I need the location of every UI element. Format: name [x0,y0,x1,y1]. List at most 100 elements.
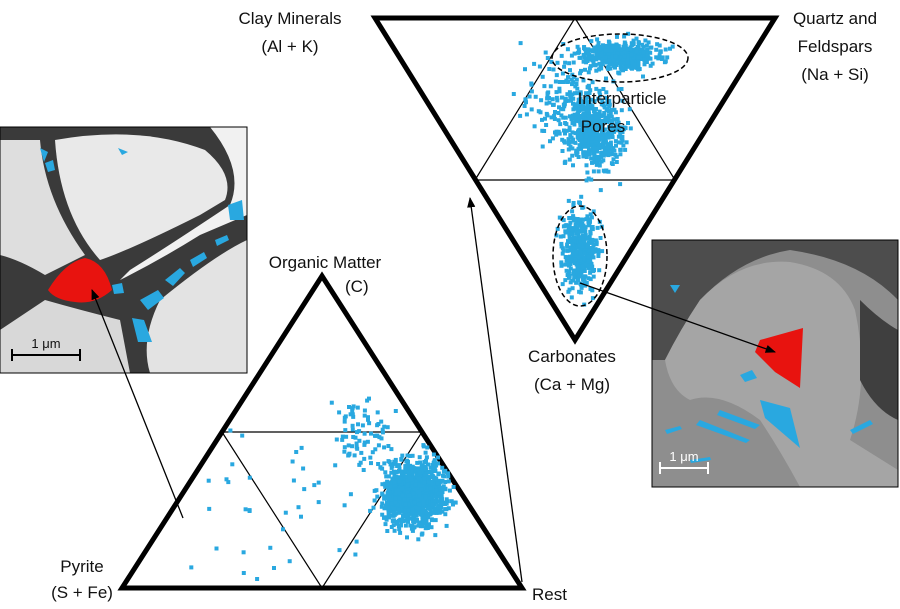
scatter-point [585,108,590,113]
scatter-point [347,405,351,409]
scatter-point [657,43,662,48]
scatter-point [558,122,563,127]
scatter-point [400,453,405,458]
scatter-point [584,280,589,285]
scatter-point [431,452,436,457]
scatter-point [397,496,402,501]
scatter-point [417,476,421,481]
scatter-point [412,500,417,505]
scatter-point [543,50,548,55]
scatter-point [607,125,612,130]
scatter-point [589,139,594,144]
scatter-point [597,47,602,52]
scatter-point [595,111,599,116]
scatter-point [566,147,571,152]
scatter-point [403,502,408,507]
scatter-point [394,470,399,475]
scatter-point [615,34,619,39]
scatter-point [302,487,307,492]
scatter-point [597,125,602,130]
scatter-point [607,58,612,63]
scatter-point [596,169,601,174]
scatter-point [630,66,634,71]
scatter-point [533,94,538,99]
scatter-point [435,494,440,498]
scatter-point [581,205,586,210]
scatter-point [389,501,394,506]
scatter-point [316,480,321,485]
scatter-point [543,116,547,121]
scatter-point [562,101,567,106]
scatter-point [614,143,618,148]
scatter-point [606,113,611,118]
scatter-point [401,480,406,485]
scatter-point [585,244,590,249]
scatter-point [436,461,440,466]
scatter-point [581,130,586,135]
scatter-point [663,47,668,52]
scatter-point [405,535,409,540]
scatter-point [586,141,591,146]
scatter-point [577,107,582,112]
scatter-point [547,96,551,100]
scatter-point [553,110,557,114]
scatter-point [368,508,373,513]
scatter-point [407,473,412,478]
scatter-point [579,227,584,232]
scatter-point [596,118,601,123]
scatter-point [590,124,594,129]
scatter-point [608,66,613,71]
scatter-point [579,223,584,228]
scatter-point [562,139,567,144]
scatter-point [568,245,573,250]
scatter-point [607,102,612,107]
scatter-point [599,154,604,159]
scatter-point [602,105,607,110]
scatter-point [587,102,592,107]
scatter-point [554,233,559,238]
scatter-point [524,112,529,117]
scatter-point [351,414,356,419]
scatter-point [366,417,370,422]
scatter-point [214,546,219,551]
scatter-point [578,258,582,263]
scatter-point [391,494,395,499]
scatter-point [578,122,583,127]
scatter-point [567,263,571,268]
scatter-point [584,155,589,159]
scatter-point [358,460,363,465]
scatter-point [403,464,408,469]
scatter-point [344,434,349,439]
scatter-point [573,131,578,136]
scatter-point [618,182,623,187]
scatter-point [636,46,641,51]
scatter-point [557,86,562,91]
scatter-point [561,248,566,253]
scatter-point [660,57,664,61]
scatter-point [518,113,523,118]
scatter-point [591,238,595,243]
scatter-point [567,269,571,274]
scatter-point [365,398,370,403]
scatter-point [586,114,591,119]
scatter-point [612,107,617,112]
scatter-point [408,504,413,509]
scatter-point [627,107,632,112]
vertex-label: Rest [532,585,567,604]
scatter-point [578,250,583,255]
scatter-point [561,107,566,112]
scatter-point [577,289,582,294]
scatter-point [607,132,612,137]
scatter-point [411,494,416,499]
scatter-point [395,502,400,507]
scatter-point [588,88,593,93]
scatter-point [272,566,276,570]
scatter-point [372,488,377,493]
scatter-point [410,510,415,514]
scatter-point [429,504,434,509]
scatter-point [614,63,619,67]
scatter-point [433,518,438,523]
scatter-point [582,302,587,307]
scatter-point [342,449,347,454]
scatter-point [663,59,668,64]
